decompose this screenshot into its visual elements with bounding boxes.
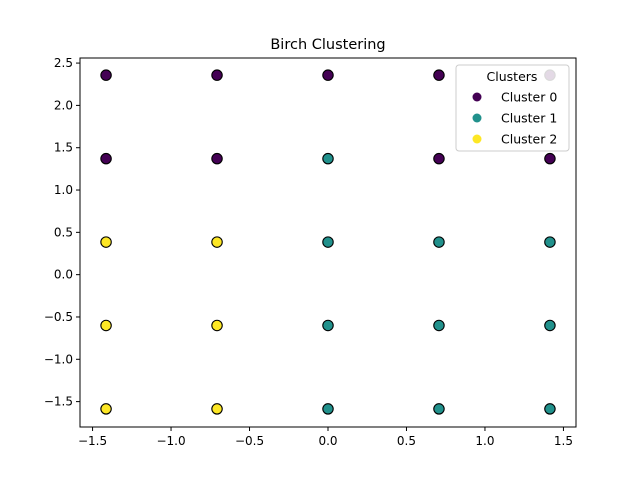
y-tick-label: −1.0 bbox=[44, 352, 73, 366]
legend-label: Cluster 2 bbox=[501, 132, 557, 147]
legend-marker bbox=[472, 113, 482, 123]
x-tick-label: 1.5 bbox=[554, 434, 573, 448]
legend-label: Cluster 0 bbox=[501, 90, 557, 105]
data-point bbox=[211, 152, 223, 165]
y-tick-label: 1.0 bbox=[54, 183, 73, 197]
y-tick-label: 1.5 bbox=[54, 141, 73, 155]
data-point bbox=[433, 69, 445, 81]
data-point bbox=[211, 319, 223, 332]
y-axis: −1.5 −1.0 −0.5 0.0 0.5 1.0 1.5 2.0 2.5 bbox=[44, 56, 80, 409]
x-tick-label: 0.5 bbox=[397, 434, 416, 448]
legend-label: Cluster 1 bbox=[501, 111, 557, 126]
legend-marker bbox=[472, 92, 482, 102]
data-point bbox=[100, 69, 112, 81]
legend-items: Cluster 0 Cluster 1 Cluster 2 bbox=[472, 90, 557, 147]
data-point bbox=[322, 69, 334, 81]
legend-box bbox=[455, 64, 570, 152]
data-point bbox=[544, 152, 556, 165]
data-point bbox=[433, 152, 445, 165]
data-point bbox=[211, 69, 223, 81]
legend-title: Clusters bbox=[487, 69, 538, 84]
data-point bbox=[211, 403, 223, 415]
data-point bbox=[433, 236, 445, 248]
data-point bbox=[100, 152, 112, 165]
data-point bbox=[322, 236, 334, 248]
x-tick-label: −1.5 bbox=[78, 434, 107, 448]
data-point bbox=[322, 319, 334, 332]
data-point bbox=[433, 403, 445, 415]
data-point bbox=[544, 236, 556, 248]
data-point bbox=[544, 319, 556, 332]
y-tick-label: 0.0 bbox=[54, 268, 73, 282]
y-tick-label: 2.5 bbox=[54, 56, 73, 70]
x-axis: −1.5 −1.0 −0.5 0.0 0.5 1.0 1.5 bbox=[78, 427, 573, 448]
y-tick-label: 2.0 bbox=[54, 98, 73, 112]
data-point bbox=[100, 319, 112, 332]
legend-marker bbox=[472, 134, 482, 144]
data-point bbox=[433, 319, 445, 332]
data-point bbox=[211, 236, 223, 248]
y-tick-label: −0.5 bbox=[44, 310, 73, 324]
data-point bbox=[322, 152, 334, 165]
data-point bbox=[100, 236, 112, 248]
legend: Clusters Cluster 0 Cluster 1 Cluster 2 bbox=[455, 64, 570, 152]
y-tick-label: 0.5 bbox=[54, 225, 73, 239]
y-tick-label: −1.5 bbox=[44, 395, 73, 409]
chart-title: Birch Clustering bbox=[270, 37, 385, 53]
data-point bbox=[544, 403, 556, 415]
x-tick-label: −0.5 bbox=[235, 434, 264, 448]
x-tick-label: 1.0 bbox=[475, 434, 494, 448]
x-tick-label: −1.0 bbox=[156, 434, 185, 448]
points-layer bbox=[100, 69, 556, 415]
x-tick-label: 0.0 bbox=[318, 434, 337, 448]
data-point bbox=[100, 403, 112, 415]
data-point bbox=[322, 403, 334, 415]
